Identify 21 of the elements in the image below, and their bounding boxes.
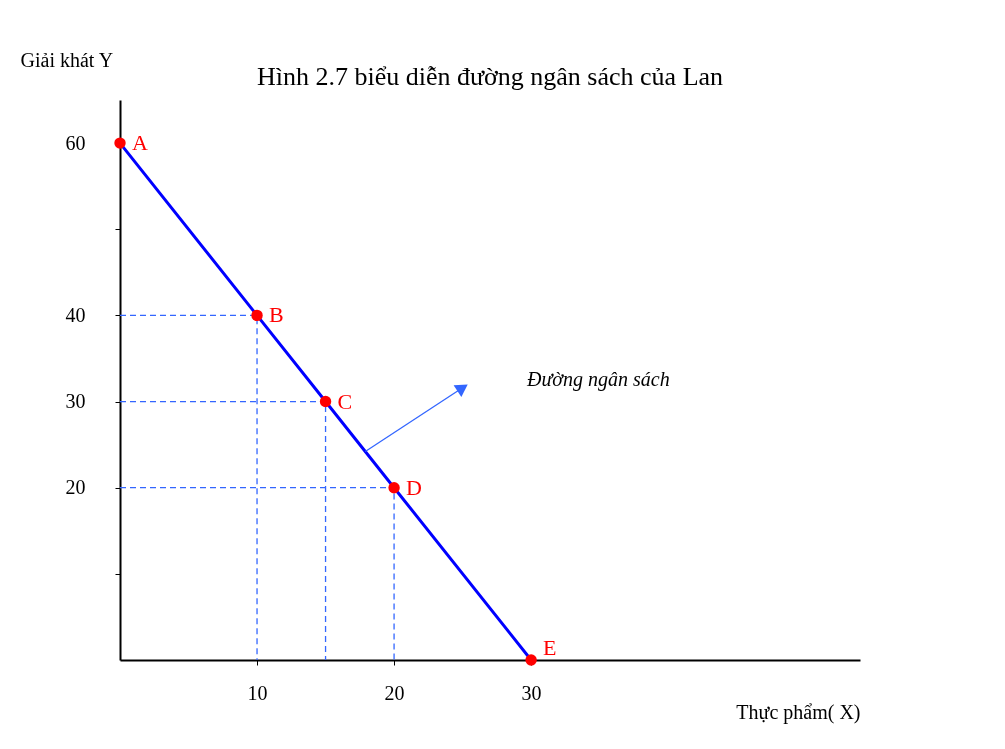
point: [388, 482, 400, 494]
point: [319, 395, 332, 408]
point: [251, 309, 263, 322]
annotation: A: [132, 130, 148, 156]
x-axis-title: Thực phẩm( X): [736, 700, 861, 724]
y-tick-label: 20: [65, 476, 86, 499]
y-tick-label: 30: [65, 390, 86, 413]
annotation: Đường ngân sách: [526, 368, 670, 391]
annotation: B: [269, 302, 284, 328]
annotation: D: [406, 474, 422, 500]
point: [114, 137, 126, 149]
y-axis-title: Giải khát Y: [20, 48, 114, 71]
annotation: C: [337, 388, 353, 414]
x-tick-label: 30: [521, 681, 542, 704]
x-tick-label: 10: [247, 681, 268, 704]
point: [525, 654, 537, 666]
chart-title: Hình 2.7 biểu diễn đường ngân sách của Lan: [256, 62, 724, 91]
y-tick-label: 40: [65, 303, 86, 326]
annotation: E: [543, 635, 557, 660]
y-tick-label: 60: [65, 131, 86, 154]
x-tick-label: 20: [384, 681, 405, 704]
